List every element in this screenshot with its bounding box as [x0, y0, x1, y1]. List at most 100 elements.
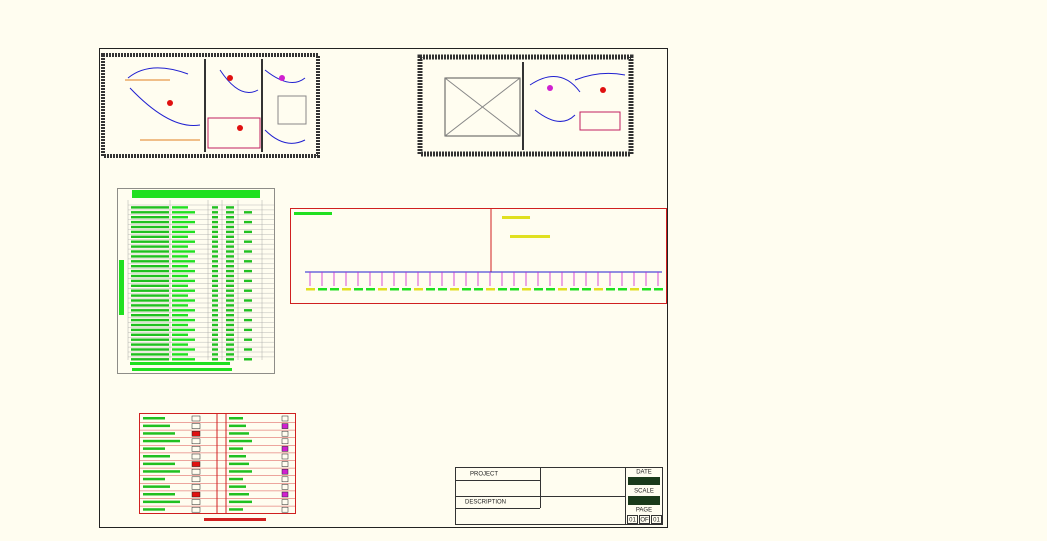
schedule-cell [212, 250, 218, 253]
legend-text [229, 493, 249, 496]
fixture [600, 87, 606, 93]
legend-symbol [281, 491, 289, 498]
branch-label [606, 288, 615, 291]
schedule-cell [172, 279, 195, 283]
schedule-cell [226, 338, 234, 341]
schedule-cell [212, 343, 218, 346]
branch-label [426, 288, 435, 291]
branch-label [438, 288, 447, 291]
plan-wall [101, 53, 320, 158]
schedule-cell [131, 343, 169, 346]
schedule-cell [131, 289, 169, 292]
branch-label [594, 288, 603, 291]
schedule-cell [172, 265, 188, 268]
legend-symbol [281, 423, 289, 429]
legend-text [143, 455, 170, 458]
plan-room [207, 117, 261, 149]
schedule-cell [226, 353, 234, 356]
schedule-cell [172, 304, 188, 307]
schedule-cell [172, 225, 188, 229]
schedule-cell [226, 304, 234, 307]
schedule-cell [131, 358, 169, 361]
schedule-cell [244, 328, 252, 332]
date-label: DATE [636, 470, 652, 476]
branch-label [534, 288, 543, 291]
schedule-cell [131, 265, 169, 268]
schedule-cell [172, 353, 188, 356]
circuit-line [125, 79, 200, 141]
diagram-label [294, 212, 332, 215]
plan-void-cross [444, 77, 521, 137]
schedule-cell [131, 314, 169, 317]
schedule-cell [226, 343, 234, 346]
branch-label [642, 288, 651, 291]
branch-label [462, 288, 471, 291]
schedule-cell [172, 255, 188, 258]
schedule-cell [226, 211, 234, 214]
schedule-cell [131, 250, 169, 253]
schedule-footer [132, 368, 232, 371]
schedule-cell [244, 269, 252, 273]
schedule-cell [212, 211, 218, 214]
plan-room [579, 111, 621, 131]
page-label: PAGE [636, 508, 652, 514]
legend-symbol [281, 446, 289, 452]
branch-label [522, 288, 531, 291]
schedule-cell [244, 309, 252, 312]
schedule-cell [172, 240, 195, 243]
branch-label [390, 288, 399, 291]
schedule-cell [131, 211, 169, 214]
schedule-cell [226, 230, 234, 234]
legend-text [143, 493, 175, 496]
branch-label [570, 288, 579, 291]
legend-symbol [191, 506, 201, 513]
schedule-cell [212, 309, 218, 312]
legend-symbol [281, 476, 289, 483]
schedule-cell [172, 220, 195, 224]
schedule-cell [172, 318, 195, 322]
schedule-cell [131, 284, 169, 287]
schedule-cell [172, 216, 188, 219]
schedule-cell [212, 299, 218, 302]
branch-label [414, 288, 423, 291]
schedule-cell [226, 294, 234, 297]
schedule-cell [212, 255, 218, 258]
page-cell [627, 515, 638, 524]
legend-symbol [191, 453, 201, 460]
legend-symbol [191, 423, 201, 429]
schedule-cell [226, 358, 234, 361]
schedule-cell [172, 294, 188, 297]
schedule-header [132, 190, 260, 198]
branch-label [498, 288, 507, 291]
fixture [547, 85, 553, 91]
branch-label [402, 288, 411, 291]
schedule-cell [212, 338, 218, 341]
schedule-cell [244, 250, 252, 253]
schedule-cell [212, 269, 218, 273]
legend-symbol [281, 438, 289, 445]
schedule-cell [226, 279, 234, 283]
schedule-cell [212, 353, 218, 356]
schedule-cell [226, 235, 234, 238]
schedule-cell [226, 323, 234, 327]
plan-wall [417, 54, 634, 157]
schedule-cell [172, 206, 188, 209]
schedule-cell [212, 348, 218, 351]
load-schedule [117, 188, 275, 374]
branch-label [378, 288, 387, 291]
branch-label [618, 288, 627, 291]
schedule-cell [172, 235, 188, 238]
legend-underline [204, 518, 266, 521]
schedule-cell [226, 314, 234, 317]
schedule-cell [131, 318, 169, 322]
legend-symbol [191, 438, 201, 445]
single-line-diagram [290, 208, 667, 304]
schedule-cell [172, 211, 195, 214]
legend-text [229, 455, 246, 458]
schedule-cell [212, 274, 218, 278]
page-of: OF [640, 518, 649, 524]
schedule-cell [226, 284, 234, 287]
schedule-cell [172, 333, 188, 336]
circuit-line [529, 72, 626, 122]
schedule-cell [172, 338, 195, 341]
